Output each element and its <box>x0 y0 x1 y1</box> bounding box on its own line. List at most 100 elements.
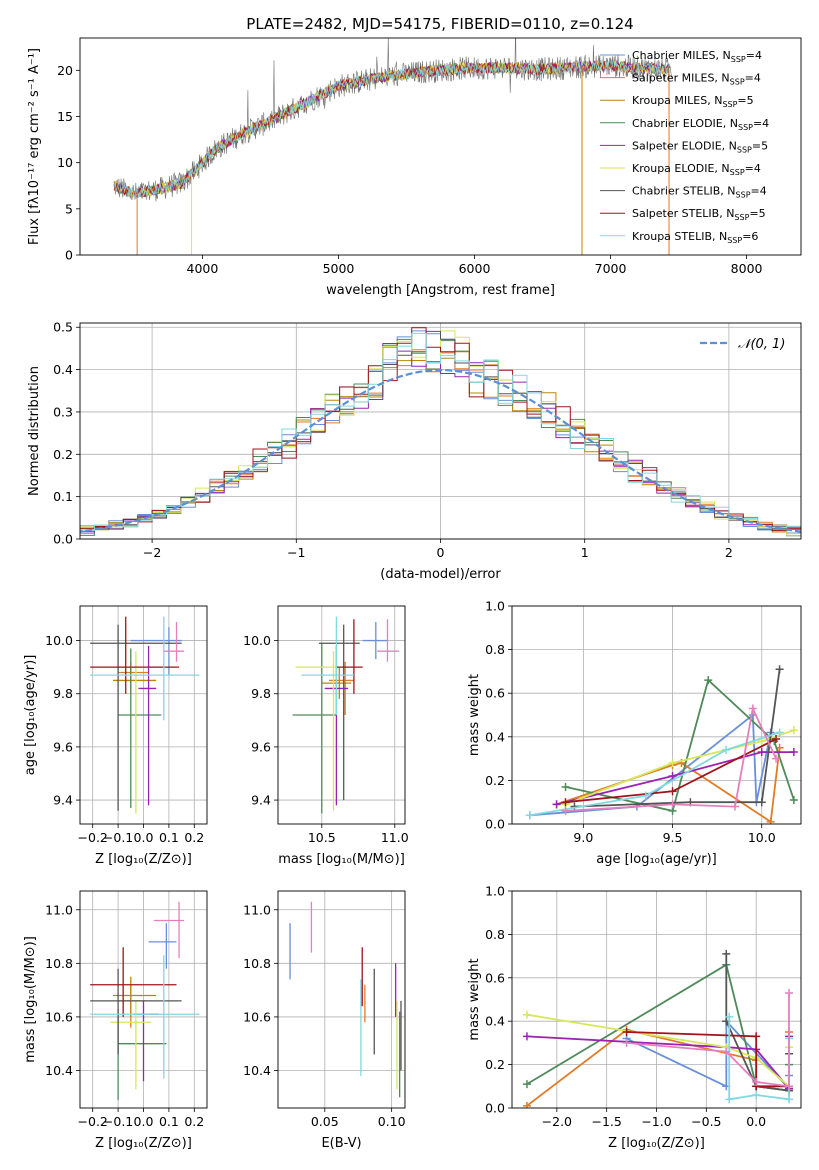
mass_vs_ebv-frame <box>277 890 406 1109</box>
mass_vs_ebv-plot-area <box>289 901 402 1098</box>
weight-marker <box>668 787 677 796</box>
legend-label: Chabrier MILES, NSSP=4 <box>632 49 762 64</box>
weight-marker <box>757 798 766 807</box>
x-tick-label: −0.1 <box>103 1114 133 1129</box>
x-tick-label: 9.5 <box>663 830 683 845</box>
y-tick-label: 9.4 <box>251 793 271 808</box>
y-tick-label: 9.8 <box>251 686 271 701</box>
weight-marker <box>704 676 713 685</box>
weight-marker <box>789 748 798 757</box>
weight-marker <box>785 1082 794 1091</box>
age_vs_Z-plot-area <box>90 616 200 814</box>
legend-label: 𝒩(0, 1) <box>738 337 785 352</box>
x-tick-label: 0.05 <box>311 1114 339 1129</box>
weight-marker <box>772 734 781 743</box>
x-tick-label: 9.0 <box>573 830 593 845</box>
spectrum-plot-area <box>113 38 673 255</box>
x-tick-label: 6000 <box>459 261 491 276</box>
y-axis-label: age [log₁₀(age/yr)] <box>23 655 38 776</box>
legend-label: Salpeter MILES, NSSP=4 <box>632 72 761 87</box>
figure-title: PLATE=2482, MJD=54175, FIBERID=0110, z=0… <box>246 15 633 33</box>
histogram-step <box>80 332 801 535</box>
y-tick-label: 10.8 <box>243 956 271 971</box>
spectrum-legend: Chabrier MILES, NSSP=4 Salpeter MILES, NS… <box>600 49 769 245</box>
weight-marker <box>789 796 798 805</box>
x-tick-label: −0.2 <box>78 1114 108 1129</box>
legend-label: Chabrier STELIB, NSSP=4 <box>632 185 767 200</box>
y-axis-label: Normed distribution <box>27 366 42 496</box>
mass_vs_Z-plot-area <box>90 901 200 1100</box>
y-tick-label: 0 <box>65 248 73 263</box>
y-tick-label: 0.3 <box>53 404 73 419</box>
weights_vs_Z-axes: −2.0 −1.5 −1.0 −0.5 0.0 0.0 0.2 0.4 0.6 0.8 1.0 Z [… <box>467 884 801 1151</box>
age_vs_mass-plot-area <box>292 616 400 814</box>
weight-marker <box>522 1080 531 1089</box>
y-tick-label: 0.2 <box>485 1057 505 1072</box>
weights_vs_age-frame <box>511 605 802 825</box>
weight-marker <box>525 811 534 820</box>
residuals-frame <box>79 322 802 540</box>
y-tick-label: 0.4 <box>485 729 505 744</box>
x-tick-label: 0.10 <box>378 1114 406 1129</box>
x-tick-label: −1.5 <box>591 1114 621 1129</box>
weight-marker <box>522 1032 531 1041</box>
weight-marker <box>522 1101 531 1108</box>
spectrum-frame <box>79 37 802 256</box>
y-tick-label: 10.4 <box>45 1063 73 1078</box>
x-tick-label: −1 <box>287 545 305 560</box>
legend-label: Salpeter ELODIE, NSSP=5 <box>632 139 768 154</box>
weight-marker <box>730 802 739 811</box>
y-tick-label: 0.6 <box>485 686 505 701</box>
weight-marker <box>552 800 561 809</box>
x-tick-label: 11.0 <box>381 830 409 845</box>
y-tick-label: 0.0 <box>485 817 505 832</box>
y-tick-label: 0.4 <box>485 1014 505 1029</box>
y-tick-label: 9.8 <box>53 686 73 701</box>
weight-marker <box>785 1095 794 1104</box>
weight-marker <box>522 1010 531 1019</box>
y-tick-label: 10.0 <box>243 633 271 648</box>
x-axis-label: wavelength [Angstrom, rest frame] <box>326 283 555 298</box>
x-tick-label: 2 <box>725 545 733 560</box>
x-tick-label: 7000 <box>595 261 627 276</box>
weight-marker <box>561 782 570 791</box>
y-tick-label: 0.0 <box>485 1101 505 1116</box>
y-tick-label: 1.0 <box>485 884 505 899</box>
weight-marker <box>772 754 781 763</box>
x-tick-label: −0.1 <box>103 830 133 845</box>
x-tick-label: −2 <box>143 545 161 560</box>
x-axis-label: E(B-V) <box>321 1136 361 1151</box>
x-tick-label: 1 <box>581 545 589 560</box>
y-tick-label: 5 <box>65 201 73 216</box>
x-axis-label: (data-model)/error <box>380 567 501 582</box>
y-tick-label: 0.2 <box>53 447 73 462</box>
weight-marker <box>775 665 784 674</box>
age_vs_mass-axes: 10.5 11.0 9.4 9.6 9.8 10.0 mass [log₁₀(M/M⊙)] <box>243 606 409 867</box>
mass_vs_ebv-axes: 0.05 0.10 10.4 10.6 10.8 11.0 E(B-V) <box>243 891 406 1151</box>
y-tick-label: 0.4 <box>53 362 73 377</box>
weight-marker <box>668 800 677 809</box>
x-tick-label: 0.2 <box>184 830 204 845</box>
x-tick-label: 0.0 <box>134 830 154 845</box>
weights_vs_age-axes: 9.0 9.5 10.0 0.0 0.2 0.4 0.6 0.8 1.0 age [log₁₀(a… <box>467 599 801 867</box>
y-tick-label: 10.6 <box>243 1009 271 1024</box>
y-tick-label: 11.0 <box>243 902 271 917</box>
weight-marker <box>668 772 677 781</box>
weights_vs_Z-frame <box>511 890 802 1109</box>
weights_vs_age-plot-area <box>525 665 798 824</box>
y-tick-label: 9.4 <box>53 793 73 808</box>
weight-marker <box>785 988 794 997</box>
y-tick-label: 0.2 <box>485 773 505 788</box>
gaussian-curve <box>80 368 801 533</box>
weight-marker <box>789 726 798 735</box>
weight-marker <box>722 949 731 958</box>
mass_vs_Z-frame <box>79 890 208 1109</box>
x-tick-label: 0.1 <box>159 830 179 845</box>
weight-marker <box>641 791 650 800</box>
y-tick-label: 10.8 <box>45 956 73 971</box>
x-tick-label: −1.0 <box>641 1114 671 1129</box>
x-tick-label: 0.1 <box>159 1114 179 1129</box>
x-tick-label: −0.2 <box>78 830 108 845</box>
y-tick-label: 0.0 <box>53 532 73 547</box>
